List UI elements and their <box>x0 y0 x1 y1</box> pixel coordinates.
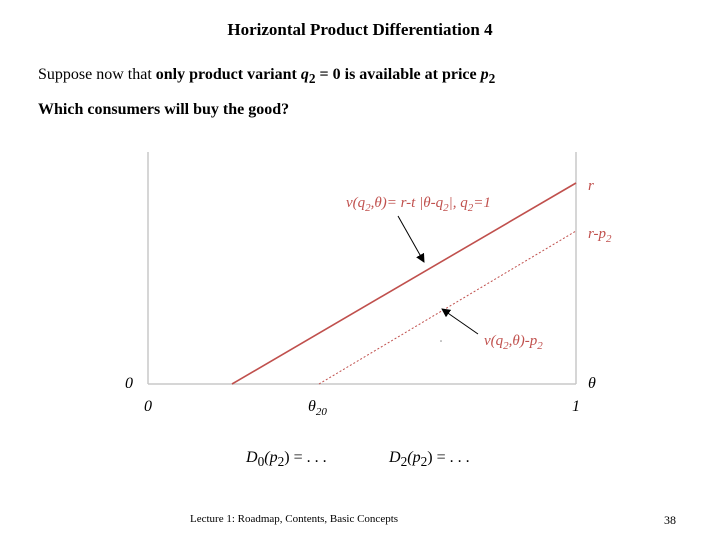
label-r-minus-p2: r-p2 <box>588 226 612 245</box>
statement-p: p <box>480 66 489 83</box>
label-theta-20: θ20 <box>308 398 327 418</box>
slide-title: Horizontal Product Differentiation 4 <box>227 20 493 39</box>
stray-dot <box>440 340 442 342</box>
problem-statement: Suppose now that only product variant q2… <box>38 66 495 87</box>
slide-footer: Lecture 1: Roadmap, Contents, Basic Conc… <box>190 513 399 525</box>
page-number: 38 <box>664 513 676 527</box>
label-r: r <box>588 178 594 194</box>
statement-mid: = 0 is available at price <box>315 66 481 83</box>
demand-d2: D2(p2) = . . . <box>389 449 470 470</box>
demand-d0: D0(p2) = . . . <box>246 449 327 470</box>
statement-p-sub: 2 <box>488 71 496 87</box>
label-utility-function: v(q2,θ)= r-t |θ-q2|, q2=1 <box>346 195 491 214</box>
label-x-zero: 0 <box>144 398 152 415</box>
question: Which consumers will buy the good? <box>38 101 290 118</box>
label-x-one: 1 <box>572 398 580 415</box>
label-net-utility: v(q2,θ)-p2 <box>484 333 543 352</box>
statement-prefix: Suppose now that <box>38 66 156 83</box>
arrow-to-net-utility <box>441 308 479 335</box>
label-origin-zero: 0 <box>125 375 133 392</box>
statement-emphasis: only product variant <box>155 66 301 83</box>
label-theta: θ <box>588 375 596 392</box>
statement-q-sub: 2 <box>308 71 316 87</box>
arrow-to-utility <box>397 215 425 263</box>
statement-q: q <box>300 66 309 83</box>
net-utility-line <box>318 230 577 385</box>
utility-line <box>231 182 577 385</box>
